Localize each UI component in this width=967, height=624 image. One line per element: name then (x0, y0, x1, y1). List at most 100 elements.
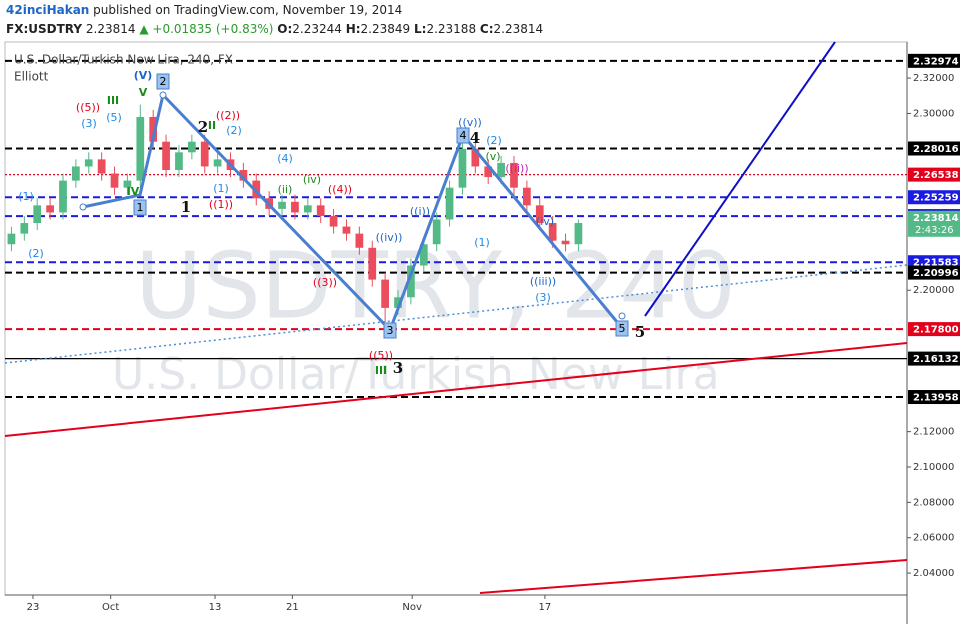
x-tick-label: Nov (402, 602, 422, 613)
o-label: O: (277, 22, 292, 36)
wave-label: (1) (213, 182, 229, 195)
wave-path (79, 91, 626, 333)
y-tick-label: 2.12000 (913, 427, 954, 438)
l-label: L: (414, 22, 426, 36)
level-label: 2.25259 (913, 193, 959, 204)
level-tag (908, 351, 960, 366)
low: 2.23188 (426, 22, 476, 36)
levels (5, 59, 907, 399)
watermark: USDTRY, 240 U.S. Dollar/Turkish New Lira (112, 232, 736, 400)
level-tag (908, 390, 960, 405)
trend-line (4, 264, 908, 364)
c-label: C: (480, 22, 494, 36)
wave-box (615, 320, 629, 337)
wave-box (383, 322, 397, 339)
high: 2.23849 (361, 22, 411, 36)
level-tag (908, 167, 960, 182)
wave-box-label: 1 (137, 201, 144, 214)
level-label: 2.32974 (913, 56, 959, 67)
candle-body (59, 180, 67, 213)
wave-label: ((4)) (328, 183, 352, 196)
wave-label: ((5)) (76, 101, 100, 114)
wave-label: III (375, 364, 387, 377)
wave-label: V (139, 86, 148, 99)
legend: U.S. Dollar/Turkish New Lira, 240, FX (14, 53, 233, 67)
candle-body (561, 240, 570, 245)
candle-body (329, 215, 338, 227)
candle-body (394, 297, 402, 308)
candle-body (574, 223, 583, 245)
wave-label: ((2)) (216, 109, 240, 122)
watermark-description: U.S. Dollar/Turkish New Lira (112, 349, 720, 400)
last-price: 2.23814 (913, 213, 959, 224)
candle-body (175, 152, 183, 170)
candle-body (110, 173, 119, 188)
wave-label: III (107, 94, 119, 107)
wave-line (82, 91, 624, 333)
open: 2.23244 (292, 22, 342, 36)
drawings (4, 41, 908, 594)
wave-label: (2) (28, 247, 44, 260)
elliott-labels: ((5)) III (3) (5) (V) V IV (1) (2) ((2))… (18, 69, 645, 377)
level-tag (908, 190, 960, 205)
y-tick-label: 2.20000 (913, 285, 954, 296)
candle-body (432, 219, 441, 245)
author: 42inciHakan (6, 3, 89, 17)
wave-point (79, 203, 87, 211)
candle-body (33, 205, 42, 224)
candle-body (535, 205, 544, 224)
level-label: 2.28016 (913, 144, 959, 155)
candle-body (84, 159, 93, 167)
last-price-tag (908, 210, 960, 237)
countdown: 2:43:26 (915, 225, 954, 236)
wave-label: II (208, 119, 216, 132)
candle-body (342, 226, 351, 234)
wave-box-label: 3 (387, 324, 394, 337)
trend-line (479, 559, 908, 594)
candle-body (20, 223, 29, 234)
wave-label: (2) (486, 134, 502, 147)
wave-label: ((v)) (458, 116, 482, 129)
wave-label: ((i)) (410, 205, 430, 218)
wave-box-label: 4 (460, 129, 467, 142)
wave-point (159, 91, 167, 99)
candle-body (97, 159, 106, 174)
candle-body (510, 162, 518, 188)
y-tick-label: 2.08000 (913, 497, 954, 508)
candle-body (523, 187, 531, 206)
candle-body (303, 205, 312, 213)
level-tag (908, 322, 960, 337)
candle-body (149, 116, 158, 142)
wave-label: ((3)) (313, 276, 337, 289)
close: 2.23814 (494, 22, 544, 36)
y-tick-label: 2.30000 (913, 108, 954, 119)
candle-body (187, 141, 196, 153)
wave-label: (ii) (278, 183, 293, 196)
symbol: FX:USDTRY (6, 22, 82, 36)
candle-body (497, 162, 505, 178)
wave-label: 4 (470, 129, 480, 147)
last: 2.23814 (86, 22, 136, 36)
y-tick-label: 2.06000 (913, 533, 954, 544)
wave-label: ((5)) (369, 349, 393, 362)
h-label: H: (346, 22, 361, 36)
candle-body (278, 201, 286, 209)
wave-label: (iv) (303, 173, 321, 186)
wave-box-label: 5 (619, 322, 626, 335)
published: published on TradingView.com, November 1… (93, 3, 402, 17)
wave-label: (1) (18, 190, 34, 203)
x-tick-label: 17 (539, 602, 552, 613)
candle-body (162, 141, 170, 170)
candle-body (72, 166, 80, 181)
level-tag (908, 53, 960, 68)
wave-label: (4) (277, 152, 293, 165)
wave-label: 5 (635, 323, 645, 341)
candle-body (458, 148, 467, 188)
wave-label: ((ii)) (505, 162, 528, 175)
wave-label: (v) (485, 150, 500, 163)
wave-label: (3) (535, 291, 551, 304)
header-line: 42inciHakan published on TradingView.com… (6, 3, 402, 17)
trend-line (4, 342, 908, 437)
